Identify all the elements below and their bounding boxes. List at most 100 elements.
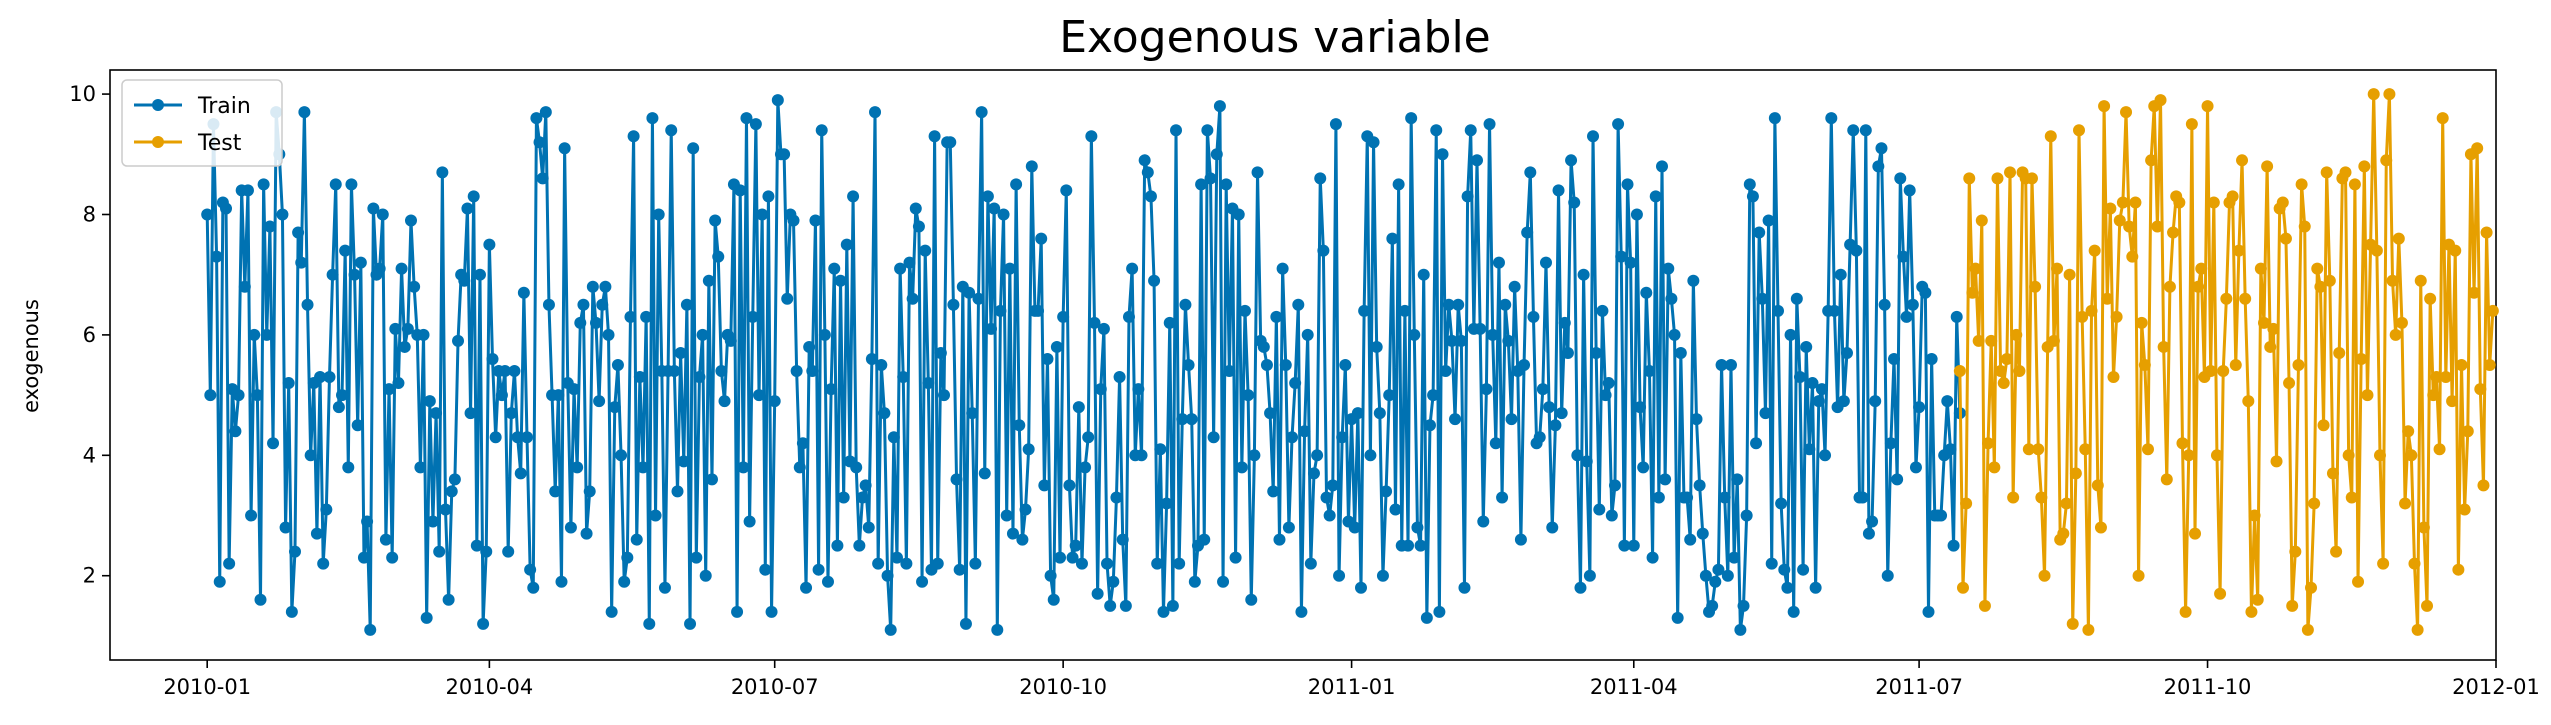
data-point bbox=[862, 521, 875, 534]
data-point bbox=[1866, 515, 1879, 528]
data-point bbox=[2126, 250, 2139, 263]
data-point bbox=[677, 455, 690, 468]
data-point bbox=[1138, 154, 1151, 167]
data-point bbox=[2167, 226, 2180, 239]
data-point bbox=[1298, 425, 1311, 438]
data-point bbox=[746, 310, 759, 323]
data-point bbox=[2000, 352, 2013, 365]
data-point bbox=[530, 112, 543, 125]
data-point bbox=[768, 395, 781, 408]
data-point bbox=[1988, 461, 2001, 474]
data-point bbox=[959, 617, 972, 630]
data-point bbox=[1245, 593, 1258, 606]
data-point bbox=[1110, 491, 1123, 504]
data-point bbox=[950, 473, 963, 486]
data-point bbox=[285, 605, 298, 618]
data-point bbox=[1499, 298, 1512, 311]
data-point bbox=[1539, 256, 1552, 269]
data-point bbox=[251, 389, 264, 402]
data-point bbox=[320, 503, 333, 516]
data-point bbox=[1630, 208, 1643, 221]
data-point bbox=[627, 130, 640, 143]
plot-frame bbox=[109, 69, 2497, 661]
data-point bbox=[1370, 340, 1383, 353]
data-point bbox=[220, 202, 233, 215]
legend: Train Test bbox=[121, 79, 283, 167]
data-point bbox=[2380, 154, 2393, 167]
data-point bbox=[1646, 551, 1659, 564]
data-point bbox=[1182, 359, 1195, 371]
series-layer bbox=[201, 88, 2499, 636]
data-point bbox=[245, 509, 258, 522]
data-point bbox=[1025, 160, 1038, 173]
data-point bbox=[495, 389, 508, 402]
data-point bbox=[442, 593, 455, 606]
data-point bbox=[395, 262, 408, 275]
data-point bbox=[2480, 226, 2493, 239]
data-point bbox=[505, 407, 518, 420]
data-point bbox=[1596, 304, 1609, 317]
data-point bbox=[1891, 473, 1904, 486]
data-point bbox=[1555, 407, 1568, 420]
data-point bbox=[1320, 491, 1333, 504]
data-point bbox=[1784, 328, 1797, 341]
data-point bbox=[2245, 605, 2258, 618]
data-point bbox=[1640, 286, 1653, 299]
data-point bbox=[2399, 497, 2412, 510]
data-point bbox=[1656, 160, 1668, 173]
y-tick-label: 4 bbox=[83, 443, 96, 467]
data-point bbox=[1351, 407, 1364, 420]
data-point bbox=[1969, 262, 1982, 275]
data-point bbox=[2367, 88, 2380, 101]
legend-label: Test bbox=[197, 131, 242, 156]
data-point bbox=[1793, 371, 1806, 384]
data-point bbox=[1148, 274, 1161, 287]
data-point bbox=[408, 280, 421, 293]
data-point bbox=[1201, 124, 1214, 137]
data-point bbox=[756, 208, 769, 221]
data-point bbox=[539, 106, 552, 119]
data-point bbox=[2192, 280, 2205, 293]
data-point bbox=[2157, 340, 2170, 353]
data-point bbox=[2430, 371, 2443, 384]
data-point bbox=[1834, 268, 1847, 281]
data-point bbox=[2116, 196, 2129, 209]
data-point bbox=[2035, 491, 2048, 504]
data-point bbox=[633, 371, 646, 384]
data-point bbox=[2405, 449, 2418, 462]
data-point bbox=[2317, 419, 2330, 432]
data-point bbox=[439, 503, 452, 516]
data-point bbox=[1173, 557, 1186, 570]
data-point bbox=[931, 557, 944, 570]
data-point bbox=[426, 515, 439, 528]
data-point bbox=[1000, 509, 1013, 522]
data-point bbox=[850, 461, 863, 474]
data-point bbox=[511, 431, 524, 444]
data-point bbox=[2079, 443, 2092, 456]
data-point bbox=[1546, 521, 1559, 534]
data-point bbox=[1527, 310, 1540, 323]
data-point bbox=[2483, 359, 2496, 371]
data-point bbox=[2229, 359, 2242, 371]
data-point bbox=[1166, 599, 1179, 612]
data-point bbox=[2461, 425, 2474, 438]
data-point bbox=[1740, 509, 1753, 522]
data-point bbox=[887, 431, 900, 444]
data-point bbox=[2145, 154, 2158, 167]
data-point bbox=[1242, 389, 1255, 402]
data-point bbox=[812, 563, 825, 576]
data-point bbox=[2226, 190, 2239, 203]
data-point bbox=[2185, 118, 2198, 131]
data-point bbox=[781, 292, 794, 305]
data-point bbox=[1913, 401, 1926, 414]
data-point bbox=[1282, 521, 1295, 534]
data-point bbox=[304, 449, 317, 462]
data-point bbox=[1358, 304, 1371, 317]
data-point bbox=[1612, 118, 1625, 131]
data-point bbox=[2314, 280, 2327, 293]
data-point bbox=[1355, 581, 1367, 594]
data-point bbox=[1455, 334, 1468, 347]
data-point bbox=[1207, 431, 1220, 444]
data-point bbox=[1753, 226, 1766, 239]
data-point bbox=[1461, 190, 1474, 203]
